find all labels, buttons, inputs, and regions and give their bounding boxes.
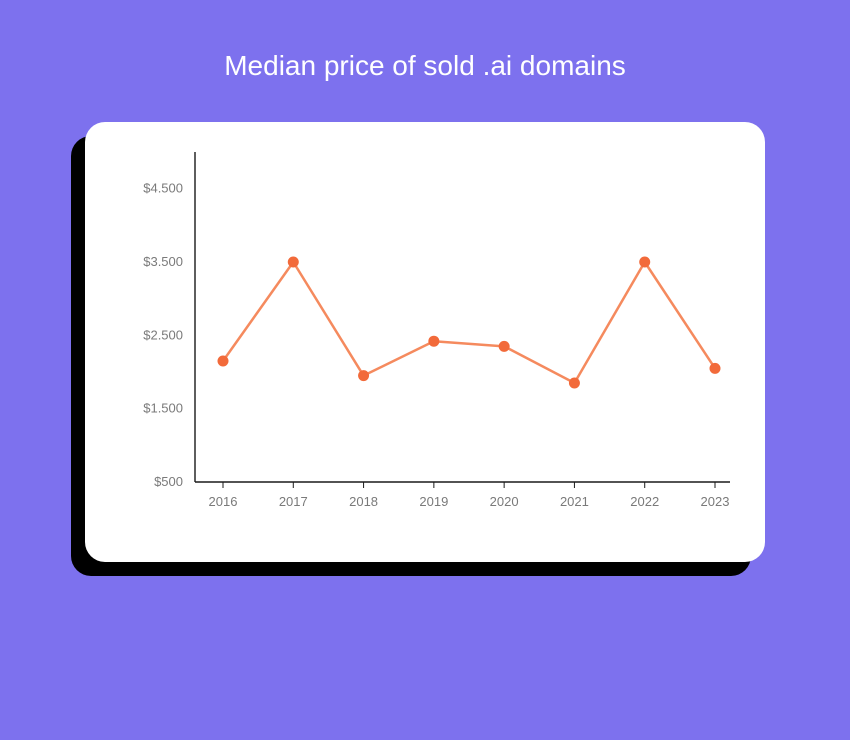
x-tick-label: 2023 xyxy=(701,494,730,509)
x-tick-label: 2016 xyxy=(209,494,238,509)
series-marker xyxy=(710,363,721,374)
y-tick-label: $4.500 xyxy=(143,181,183,196)
x-tick-label: 2022 xyxy=(630,494,659,509)
series-marker xyxy=(499,341,510,352)
x-tick-label: 2021 xyxy=(560,494,589,509)
series-marker xyxy=(358,370,369,381)
chart-card-wrap: $500 $1.500 $2.500 $3.500 $4.500 2016 2017 2018… xyxy=(85,122,765,562)
series-marker xyxy=(218,356,229,367)
line-chart: $500 $1.500 $2.500 $3.500 $4.500 2016 2017 2018… xyxy=(85,122,765,562)
chart-title: Median price of sold .ai domains xyxy=(224,50,626,82)
series-marker xyxy=(428,336,439,347)
chart-card: $500 $1.500 $2.500 $3.500 $4.500 2016 2017 2018… xyxy=(85,122,765,562)
y-tick-label: $500 xyxy=(154,474,183,489)
x-tick-label: 2019 xyxy=(419,494,448,509)
y-tick-label: $3.500 xyxy=(143,254,183,269)
y-tick-label: $2.500 xyxy=(143,327,183,342)
x-tick-label: 2018 xyxy=(349,494,378,509)
series-marker xyxy=(639,257,650,268)
page-background: Median price of sold .ai domains $500 $1.… xyxy=(0,0,850,740)
series-marker xyxy=(569,378,580,389)
y-tick-label: $1.500 xyxy=(143,401,183,416)
x-tick-label: 2017 xyxy=(279,494,308,509)
series-line xyxy=(223,262,715,383)
x-tick-label: 2020 xyxy=(490,494,519,509)
series-marker xyxy=(288,257,299,268)
